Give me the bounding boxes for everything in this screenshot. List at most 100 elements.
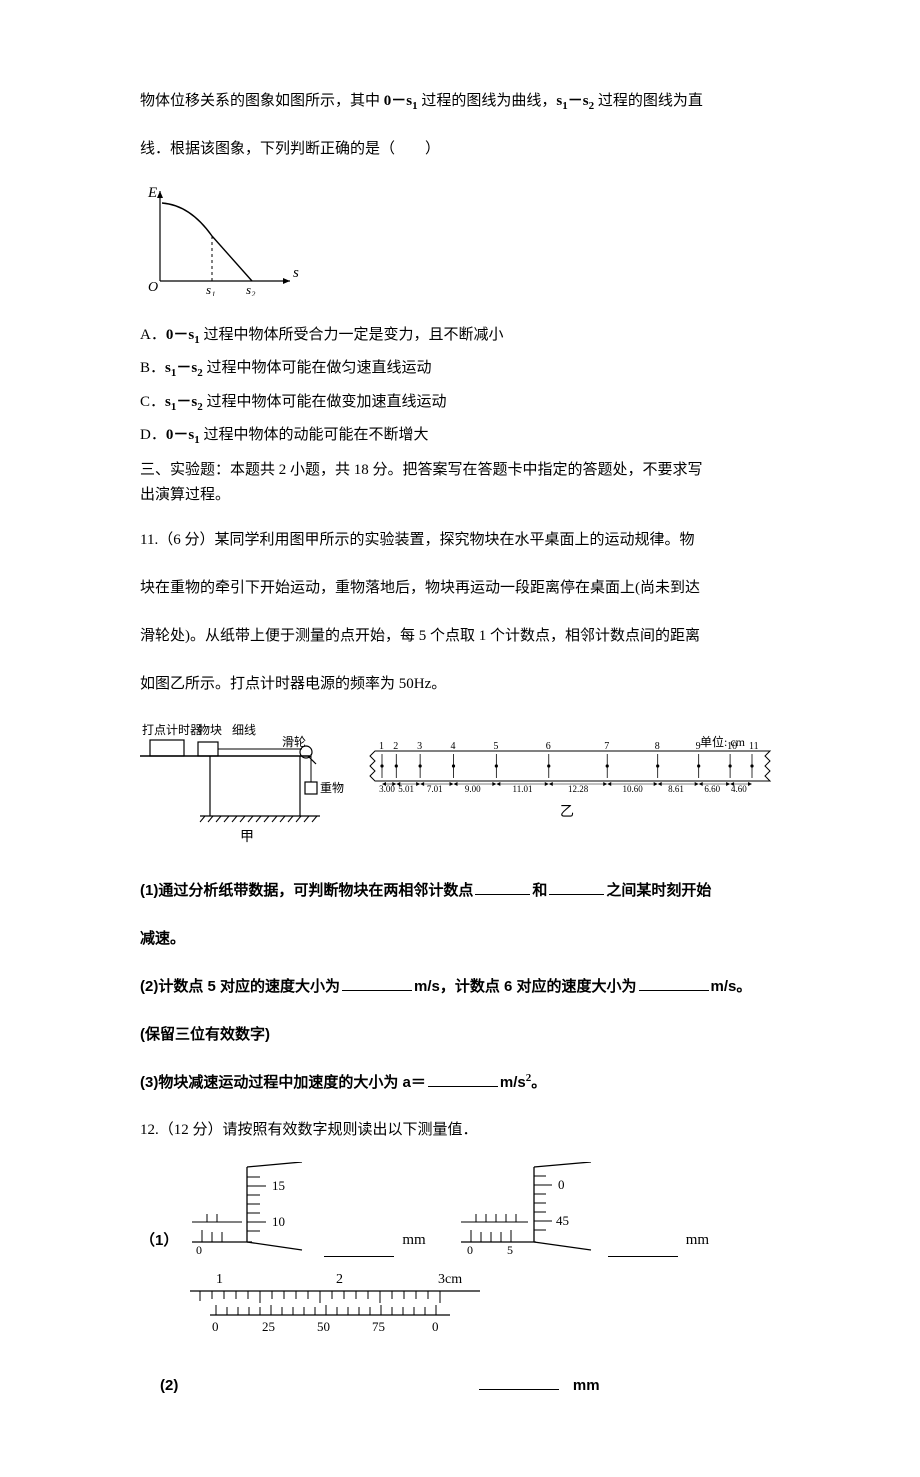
svg-text:5.01: 5.01	[398, 784, 414, 794]
unit-mm: mm	[573, 1377, 600, 1394]
blank-input[interactable]	[608, 1241, 678, 1257]
unit-mm: mm	[402, 1224, 425, 1257]
option-c: C．s1－s2 过程中物体可能在做变加速直线运动	[140, 386, 780, 419]
opt-text: 过程中物体的动能可能在不断增大	[200, 427, 429, 443]
svg-text:物块: 物块	[198, 723, 222, 737]
svg-text:10: 10	[272, 1214, 285, 1229]
blank-input[interactable]	[639, 975, 709, 991]
svg-text:5: 5	[507, 1243, 513, 1257]
q11-text: 块在重物的牵引下开始运动，重物落地后，物块再运动一段距离停在桌面上(尚未到达	[140, 580, 700, 596]
q11-text: 减速。	[140, 930, 185, 947]
q11-text: m/s，计数点 6 对应的速度大小为	[414, 978, 637, 995]
svg-text:0: 0	[558, 1177, 565, 1192]
q11-text: 之间某时刻开始	[606, 882, 711, 899]
svg-text:滑轮: 滑轮	[282, 735, 306, 749]
q11-text: (1)通过分析纸带数据，可判断物块在两相邻计数点	[140, 882, 473, 899]
svg-text:8: 8	[655, 741, 660, 752]
blank-input[interactable]	[475, 879, 530, 895]
svg-text:3: 3	[417, 741, 422, 752]
svg-text:O: O	[148, 280, 158, 295]
svg-text:10.60: 10.60	[622, 784, 643, 794]
svg-text:E: E	[147, 185, 157, 201]
q11-text: (保留三位有效数字)	[140, 1026, 270, 1043]
intro-paragraph-2: 线．根据该图象，下列判断正确的是（ ）	[140, 133, 780, 166]
svg-text:0: 0	[196, 1243, 202, 1257]
q11-text: 和	[532, 882, 547, 899]
opt-label: C．	[140, 394, 165, 410]
q11-text: 如图乙所示。打点计时器电源的频率为 50Hz。	[140, 676, 446, 692]
q12-header: 12.（12 分）请按照有效数字规则读出以下测量值．	[140, 1114, 780, 1147]
q12-label-2: (2)	[160, 1377, 178, 1394]
q11-sub2: (2)计数点 5 对应的速度大小为m/s，计数点 6 对应的速度大小为m/s。	[140, 970, 780, 1003]
q11-sub2b: (保留三位有效数字)	[140, 1018, 780, 1051]
option-a: A．0－s1 过程中物体所受合力一定是变力，且不断减小	[140, 319, 780, 352]
svg-text:5: 5	[493, 741, 498, 752]
opt-text: 过程中物体所受合力一定是变力，且不断减小	[200, 327, 504, 343]
svg-text:细线: 细线	[232, 723, 256, 737]
svg-text:乙: 乙	[560, 804, 574, 820]
apparatus-figure: 打点计时器 物块 细线 滑轮 重物 甲 单位: cm 1234567891011…	[140, 716, 780, 859]
q11-sub1b: 减速。	[140, 922, 780, 955]
svg-text:7: 7	[604, 741, 609, 752]
q11-text: 。	[531, 1074, 546, 1091]
unit-mm: mm	[686, 1224, 709, 1257]
q11-text: m/s	[500, 1074, 526, 1091]
intro-text: 物体位移关系的图象如图所示，其中	[140, 93, 384, 109]
option-d: D．0－s1 过程中物体的动能可能在不断增大	[140, 419, 780, 452]
svg-text:25: 25	[262, 1319, 275, 1334]
svg-text:11.01: 11.01	[513, 784, 533, 794]
svg-text:2: 2	[336, 1272, 343, 1287]
blank-input[interactable]	[479, 1374, 559, 1390]
intro-text: 过程的图线为曲线，	[418, 93, 557, 109]
q11-p4: 如图乙所示。打点计时器电源的频率为 50Hz。	[140, 668, 780, 701]
intro-text: 过程的图线为直	[594, 93, 703, 109]
blank-input[interactable]	[549, 879, 604, 895]
q11-text: 11.（6 分）某同学利用图甲所示的实验装置，探究物块在水平桌面上的运动规律。物	[140, 532, 694, 548]
svg-text:打点计时器: 打点计时器	[142, 723, 202, 737]
svg-text:75: 75	[372, 1319, 385, 1334]
sec-text: 出演算过程。	[140, 487, 230, 503]
section-3-header: 三、实验题：本题共 2 小题，共 18 分。把答案写在答题卡中指定的答题处，不要…	[140, 458, 780, 509]
svg-text:45: 45	[556, 1213, 569, 1228]
micrometer-1: 0 15 10	[182, 1162, 322, 1257]
q11-p1: 11.（6 分）某同学利用图甲所示的实验装置，探究物块在水平桌面上的运动规律。物	[140, 524, 780, 557]
svg-text:11: 11	[749, 741, 759, 752]
svg-text:1: 1	[216, 1272, 223, 1287]
svg-text:6.60: 6.60	[704, 784, 720, 794]
blank-input[interactable]	[324, 1241, 394, 1257]
sec-text: 三、实验题：本题共 2 小题，共 18 分。把答案写在答题卡中指定的答题处，不要…	[140, 462, 703, 478]
q12-sub2: (2) mm	[160, 1369, 780, 1402]
svg-text:2: 2	[393, 741, 398, 752]
opt-seg: 0－s	[166, 327, 194, 343]
micrometer-row: （1） 0 15 10 mm	[140, 1162, 780, 1257]
intro-seg: －s	[568, 93, 589, 109]
opt-label: D．	[140, 427, 166, 443]
svg-text:6: 6	[546, 741, 551, 752]
q11-p3: 滑轮处)。从纸带上便于测量的点开始，每 5 个点取 1 个计数点，相邻计数点间的…	[140, 620, 780, 653]
svg-text:单位: cm: 单位: cm	[700, 734, 746, 749]
option-b: B．s1－s2 过程中物体可能在做匀速直线运动	[140, 352, 780, 385]
blank-input[interactable]	[428, 1071, 498, 1087]
svg-text:s₂: s₂	[246, 282, 256, 296]
svg-text:1: 1	[379, 741, 384, 752]
svg-text:15: 15	[272, 1178, 285, 1193]
svg-text:4: 4	[451, 741, 456, 752]
svg-text:9: 9	[696, 741, 701, 752]
q11-text: m/s。	[711, 978, 752, 995]
q11-sub1: (1)通过分析纸带数据，可判断物块在两相邻计数点 和 之间某时刻开始	[140, 874, 780, 907]
svg-text:8.61: 8.61	[668, 784, 684, 794]
svg-text:s₁: s₁	[206, 282, 216, 296]
opt-text: 过程中物体可能在做匀速直线运动	[203, 360, 432, 376]
svg-text:7.01: 7.01	[427, 784, 443, 794]
svg-text:3cm: 3cm	[438, 1272, 462, 1287]
q12-text: 12.（12 分）请按照有效数字规则读出以下测量值．	[140, 1122, 478, 1138]
svg-text:0: 0	[212, 1319, 219, 1334]
svg-text:0: 0	[467, 1243, 473, 1257]
blank-input[interactable]	[342, 975, 412, 991]
svg-text:s: s	[293, 265, 299, 281]
micrometer-2: 0 5 0 45	[456, 1162, 606, 1257]
svg-text:10: 10	[727, 741, 737, 752]
opt-seg: 0－s	[166, 427, 194, 443]
q11-sub3: (3)物块减速运动过程中加速度的大小为 a＝m/s2。	[140, 1066, 780, 1099]
q11-text: 滑轮处)。从纸带上便于测量的点开始，每 5 个点取 1 个计数点，相邻计数点间的…	[140, 628, 700, 644]
